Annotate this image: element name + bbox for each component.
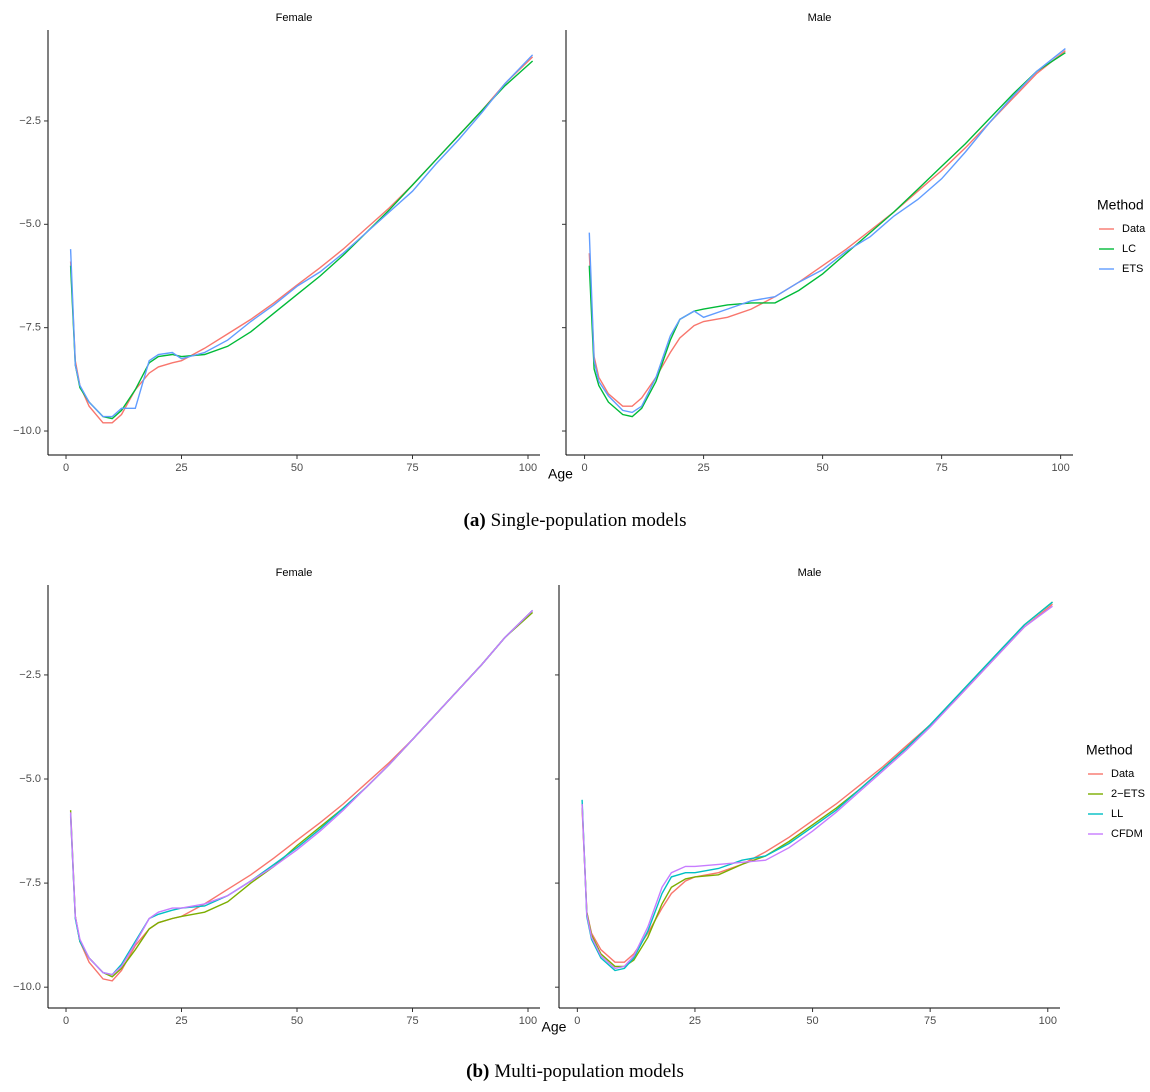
x-tick-label: 75 [935,462,947,474]
x-tick-label: 75 [406,462,418,474]
x-tick-label: 50 [291,462,303,474]
series-line [69,611,534,978]
y-tick-label: −2.5 [19,115,41,127]
x-tick-label: 100 [519,462,537,474]
series-line [588,48,1066,414]
caption: (a) Single-population models [464,510,687,531]
x-tick-label: 75 [924,1015,936,1027]
caption-text: Multi-population models [494,1061,683,1082]
x-tick-label: 75 [406,1015,418,1027]
legend-label: LL [1111,808,1123,820]
y-tick-label: −5.0 [19,773,41,785]
caption: (b) Multi-population models [466,1061,684,1082]
x-tick-label: 0 [582,462,588,474]
legend-label: ETS [1122,263,1143,275]
x-tick-label: 25 [697,462,709,474]
x-tick-label: 0 [574,1015,580,1027]
legend-label: Data [1122,223,1146,235]
series-line [588,52,1066,418]
y-tick-label: −7.5 [19,322,41,334]
series-line [581,603,1053,963]
series-line [69,609,534,982]
y-tick-label: −5.0 [19,218,41,230]
x-axis-label: Age [548,466,573,482]
x-tick-label: 100 [519,1015,537,1027]
series-line [69,609,534,976]
facet-title: Female [276,12,313,24]
facet-title: Male [798,567,822,579]
x-tick-label: 0 [63,462,69,474]
caption-label: (b) [466,1061,489,1082]
legend-title: Method [1097,197,1144,213]
y-tick-label: −10.0 [13,425,41,437]
facet-title: Male [808,12,832,24]
y-tick-label: −7.5 [19,877,41,889]
series-line [69,54,534,418]
series-line [581,601,1053,972]
x-tick-label: 100 [1051,462,1069,474]
series-line [69,609,534,976]
x-axis-label: Age [542,1019,567,1035]
x-tick-label: 50 [806,1015,818,1027]
x-tick-label: 25 [689,1015,701,1027]
x-tick-label: 25 [175,462,187,474]
legend-title: Method [1086,742,1133,758]
legend-label: Data [1111,768,1135,780]
x-tick-label: 25 [175,1015,187,1027]
x-tick-label: 0 [63,1015,69,1027]
caption-label: (a) [464,510,486,531]
series-line [69,60,534,420]
x-tick-label: 50 [816,462,828,474]
x-tick-label: 50 [291,1015,303,1027]
series-line [588,50,1066,407]
y-tick-label: −2.5 [19,669,41,681]
legend-label: 2−ETS [1111,788,1145,800]
legend-label: CFDM [1111,828,1143,840]
series-line [581,605,1053,970]
y-tick-label: −10.0 [13,981,41,993]
x-tick-label: 100 [1039,1015,1057,1027]
caption-text: Single-population models [491,510,687,531]
facet-title: Female [276,567,313,579]
series-line [69,56,534,424]
legend-label: LC [1122,243,1136,255]
